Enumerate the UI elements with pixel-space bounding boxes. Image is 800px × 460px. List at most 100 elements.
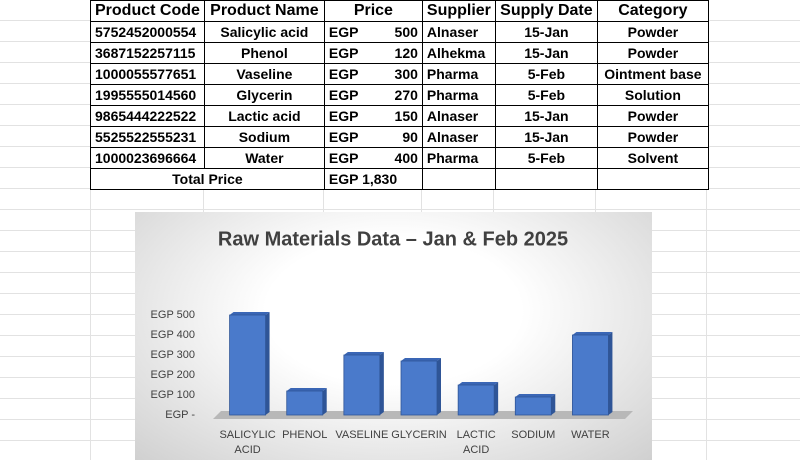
y-tick-label: EGP - (165, 409, 195, 421)
product-code: 1000023696664 (90, 147, 205, 169)
amount: 300 (394, 66, 418, 82)
table-row: 5525522555231 Sodium EGP 90 Alnaser 15-Jan Pow… (90, 126, 709, 148)
supplier: Pharma (421, 84, 496, 106)
amount: 270 (394, 87, 418, 103)
currency: EGP (328, 24, 359, 40)
category: Powder (596, 21, 709, 43)
chart-title: Raw Materials Data – Jan & Feb 2025 (218, 228, 568, 250)
amount: 120 (394, 45, 418, 61)
supply-date: 15-Jan (494, 105, 598, 127)
column-header: Supply Date (494, 0, 598, 22)
supply-date: 15-Jan (494, 21, 598, 43)
price-cell: EGP 150 (323, 105, 423, 127)
product-name: Phenol (203, 42, 325, 64)
price-cell: EGP 90 (323, 126, 423, 148)
amount: 150 (394, 108, 418, 124)
total-label: Total Price (90, 168, 325, 190)
category: Powder (596, 126, 709, 148)
x-tick-label: SALICYLIC ACID (219, 429, 276, 456)
bar (514, 396, 552, 416)
table-row: 9865444222522 Lactic acid EGP 150 Alnaser 15-… (90, 105, 709, 127)
column-header: Product Name (203, 0, 325, 22)
table-row: 1000055577651 Vaseline EGP 300 Pharma 5-Feb Oi… (90, 63, 709, 85)
y-tick-label: EGP 100 (151, 389, 195, 401)
bar (343, 354, 381, 416)
x-tick-label: PHENOL (282, 429, 328, 441)
table-row: 1995555014560 Glycerin EGP 270 Pharma 5-Feb So… (90, 84, 709, 106)
bar-depth (265, 312, 270, 415)
y-tick-label: EGP 300 (151, 349, 195, 361)
amount: 1,830 (362, 171, 398, 187)
currency: EGP (328, 150, 359, 166)
supplier: Pharma (421, 63, 496, 85)
product-name: Water (203, 147, 325, 169)
price: EGP 270 (329, 87, 418, 103)
bar-depth (286, 388, 327, 391)
currency: EGP (328, 45, 359, 61)
price: EGP 90 (329, 129, 418, 145)
amount: 90 (402, 129, 418, 145)
product-code: 1995555014560 (90, 84, 205, 106)
bar-depth (494, 382, 499, 415)
category: Ointment base (596, 63, 709, 85)
supplier: Alhekma (421, 42, 496, 64)
currency: EGP (328, 129, 359, 145)
product-name: Glycerin (203, 84, 325, 106)
column-header: Supplier (421, 0, 496, 22)
product-name: Salicylic acid (203, 21, 325, 43)
header-row: Product Code Product Name Price Supplier Sup… (90, 0, 709, 22)
y-tick-label: EGP 200 (151, 369, 195, 381)
bar-depth (551, 394, 556, 415)
column-header: Category (596, 0, 709, 22)
currency: EGP (328, 66, 359, 82)
product-name: Sodium (203, 126, 325, 148)
category: Solvent (596, 147, 709, 169)
empty-cell (421, 168, 496, 190)
bar-depth (379, 352, 384, 415)
data-table: Product Code Product Name Price Supplier Sup… (90, 0, 709, 190)
bar-depth (572, 332, 613, 335)
supply-date: 15-Jan (494, 42, 598, 64)
price-cell: EGP 400 (323, 147, 423, 169)
table-row: 1000023696664 Water EGP 400 Pharma 5-Feb Solve… (90, 147, 709, 169)
product-code: 5525522555231 (90, 126, 205, 148)
bar-depth (608, 332, 613, 415)
amount: 400 (394, 150, 418, 166)
price-cell: EGP 300 (323, 63, 423, 85)
category: Powder (596, 42, 709, 64)
bar-depth (401, 358, 441, 361)
product-code: 5752452000554 (90, 21, 205, 43)
y-tick-label: EGP 400 (151, 329, 195, 341)
bar (229, 314, 266, 416)
amount: 500 (394, 24, 418, 40)
bar (286, 390, 324, 416)
bar-depth (322, 388, 327, 415)
supplier: Alnaser (421, 21, 496, 43)
table-row: 5752452000554 Salicylic acid EGP 500 Alnaser… (90, 21, 709, 43)
supplier: Alnaser (421, 105, 496, 127)
supply-date: 5-Feb (494, 63, 598, 85)
product-name: Lactic acid (203, 105, 325, 127)
supply-date: 15-Jan (494, 126, 598, 148)
bar-depth (515, 394, 556, 397)
x-tick-label: SODIUM (511, 429, 556, 441)
product-code: 9865444222522 (90, 105, 205, 127)
total-price: EGP 1,830 (323, 168, 423, 190)
x-tick-label: VASELINE (335, 429, 389, 441)
product-name: Vaseline (203, 63, 325, 85)
column-line (706, 0, 707, 460)
price: EGP 500 (329, 24, 418, 40)
x-tick-label: LACTIC ACID (456, 429, 496, 456)
supplier: Pharma (421, 147, 496, 169)
supply-date: 5-Feb (494, 84, 598, 106)
supply-date: 5-Feb (494, 147, 598, 169)
y-tick-label: EGP 500 (151, 309, 195, 321)
price-cell: EGP 120 (323, 42, 423, 64)
currency: EGP (328, 108, 359, 124)
bar (572, 334, 609, 416)
chart: Raw Materials Data – Jan & Feb 2025 EGP … (135, 212, 652, 460)
bar-depth (437, 358, 441, 415)
bar-depth (458, 382, 499, 385)
price-cell: EGP 270 (323, 84, 423, 106)
empty-cell (596, 168, 709, 190)
